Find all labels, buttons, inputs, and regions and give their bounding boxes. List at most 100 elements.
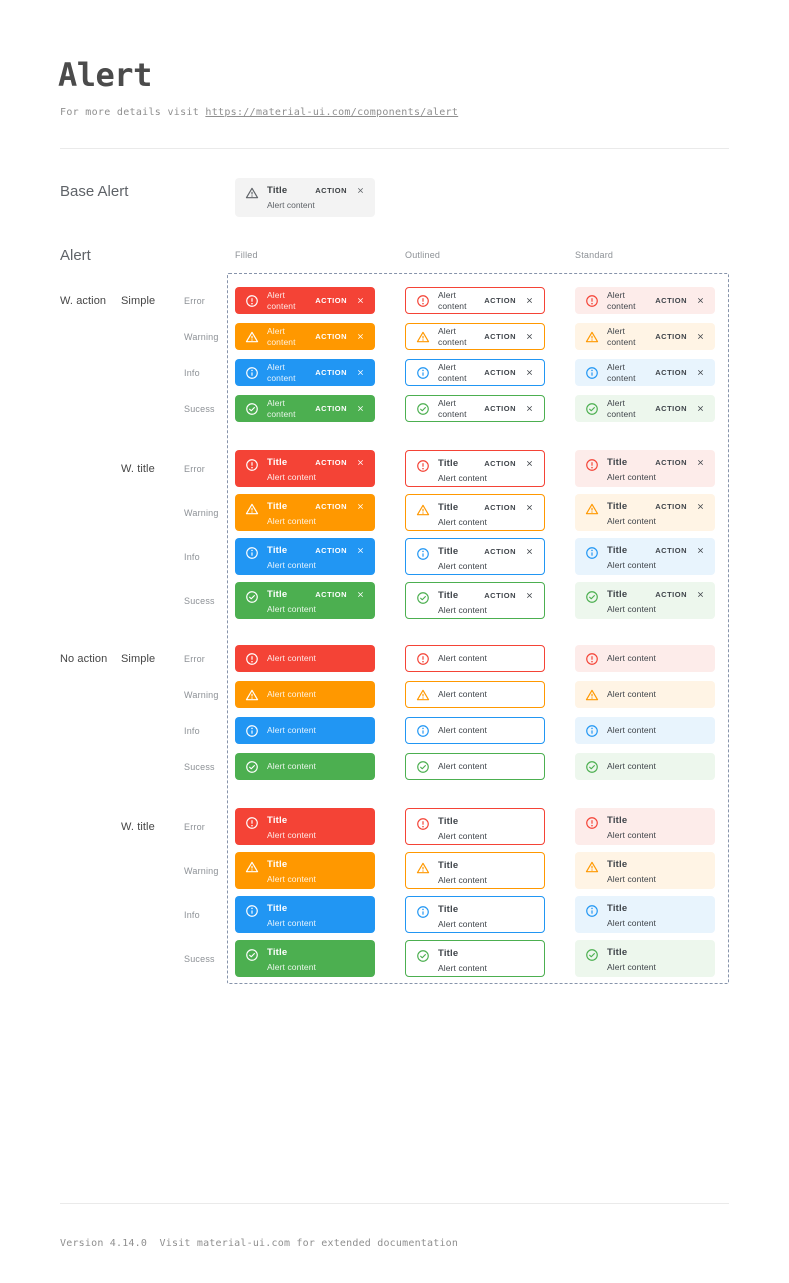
alert-filled-success: Title ACTION Alert content xyxy=(235,582,375,619)
action-button[interactable]: ACTION xyxy=(315,368,347,377)
close-icon[interactable] xyxy=(356,296,365,305)
warning-triangle-icon xyxy=(416,861,430,875)
close-icon[interactable] xyxy=(525,459,534,468)
close-icon[interactable] xyxy=(525,332,534,341)
close-icon[interactable] xyxy=(525,503,534,512)
alert-outlined-error: Alert content ACTION xyxy=(405,287,545,314)
variant-label-simple: Simple xyxy=(121,294,156,307)
action-button[interactable]: ACTION xyxy=(484,296,516,305)
close-icon[interactable] xyxy=(525,547,534,556)
action-button[interactable]: ACTION xyxy=(315,404,347,413)
alert-standard-error: Alert content ACTION xyxy=(575,287,715,314)
severity-label-warning: Warning xyxy=(184,507,219,518)
action-button[interactable]: ACTION xyxy=(484,503,516,513)
action-button[interactable]: ACTION xyxy=(655,404,687,413)
base-alert-section-label: Base Alert xyxy=(60,183,129,200)
action-button[interactable]: ACTION xyxy=(655,332,687,341)
alert-outlined-error: Title Alert content xyxy=(405,808,545,845)
close-icon[interactable] xyxy=(356,186,365,195)
severity-label-info: Info xyxy=(184,551,200,562)
alert-content: Alert content xyxy=(438,689,488,700)
alert-title: Title xyxy=(607,903,628,914)
action-button[interactable]: ACTION xyxy=(315,186,347,196)
close-icon[interactable] xyxy=(525,591,534,600)
alert-content: Alert content xyxy=(607,874,657,885)
action-button[interactable]: ACTION xyxy=(655,546,687,556)
action-button[interactable]: ACTION xyxy=(315,502,347,512)
alert-outlined-warning: Title Alert content xyxy=(405,852,545,889)
alert-title: Title xyxy=(438,502,459,513)
action-button[interactable]: ACTION xyxy=(655,296,687,305)
alert-content: Alert content xyxy=(607,472,657,483)
subtitle-text: For more details visit xyxy=(60,107,206,118)
error-outline-icon xyxy=(245,652,259,666)
close-icon[interactable] xyxy=(696,546,705,555)
action-button[interactable]: ACTION xyxy=(655,368,687,377)
severity-label-warning: Warning xyxy=(184,865,219,876)
error-outline-icon xyxy=(585,458,599,472)
alert-content: Alert content xyxy=(438,362,467,383)
group-label-w-action: W. action xyxy=(60,294,107,307)
alert-filled-warning: Title ACTION Alert content xyxy=(235,494,375,531)
close-icon[interactable] xyxy=(356,404,365,413)
close-icon[interactable] xyxy=(356,332,365,341)
alert-content: Alert content xyxy=(267,653,317,664)
close-icon[interactable] xyxy=(696,368,705,377)
action-button[interactable]: ACTION xyxy=(655,502,687,512)
close-icon[interactable] xyxy=(525,368,534,377)
alert-content: Alert content xyxy=(607,689,657,700)
action-button[interactable]: ACTION xyxy=(655,458,687,468)
action-button[interactable]: ACTION xyxy=(484,404,516,413)
action-button[interactable]: ACTION xyxy=(484,459,516,469)
action-button[interactable]: ACTION xyxy=(315,546,347,556)
check-circle-icon xyxy=(585,590,599,604)
action-button[interactable]: ACTION xyxy=(315,590,347,600)
close-icon[interactable] xyxy=(696,404,705,413)
alert-filled-warning: Title Alert content xyxy=(235,852,375,889)
close-icon[interactable] xyxy=(356,546,365,555)
docs-link[interactable]: https://material-ui.com/components/alert xyxy=(205,107,459,118)
alert-filled-error: Title ACTION Alert content xyxy=(235,450,375,487)
alert-content: Alert content xyxy=(607,830,657,841)
alert-title: Title xyxy=(438,458,459,469)
action-button[interactable]: ACTION xyxy=(315,332,347,341)
info-outline-icon xyxy=(416,366,430,380)
action-button[interactable]: ACTION xyxy=(315,458,347,468)
variant-label-simple: Simple xyxy=(121,652,156,665)
column-header-filled: Filled xyxy=(235,250,258,260)
severity-label-success: Sucess xyxy=(184,953,215,964)
alert-body: Title Alert content xyxy=(438,816,534,842)
close-icon[interactable] xyxy=(356,502,365,511)
alert-body: Title Alert content xyxy=(267,903,365,929)
close-icon[interactable] xyxy=(696,296,705,305)
close-icon[interactable] xyxy=(356,458,365,467)
close-icon[interactable] xyxy=(525,404,534,413)
close-icon[interactable] xyxy=(696,502,705,511)
close-icon[interactable] xyxy=(696,332,705,341)
error-outline-icon xyxy=(585,816,599,830)
close-icon[interactable] xyxy=(696,458,705,467)
alert-body: Title Alert content xyxy=(438,860,534,886)
action-button[interactable]: ACTION xyxy=(315,296,347,305)
close-icon[interactable] xyxy=(525,296,534,305)
alert-standard-info: Title Alert content xyxy=(575,896,715,933)
close-icon[interactable] xyxy=(356,590,365,599)
action-button[interactable]: ACTION xyxy=(484,368,516,377)
alert-content: Alert content xyxy=(267,200,315,211)
action-button[interactable]: ACTION xyxy=(484,332,516,341)
alert-content: Alert content xyxy=(267,604,317,615)
action-button[interactable]: ACTION xyxy=(655,590,687,600)
close-icon[interactable] xyxy=(356,368,365,377)
alert-content: Alert content xyxy=(438,919,488,930)
alert-standard-info: Title ACTION Alert content xyxy=(575,538,715,575)
alert-title: Title xyxy=(607,815,628,826)
severity-label-info: Info xyxy=(184,367,200,378)
alert-body: Title ACTION Alert content xyxy=(438,458,534,484)
close-icon[interactable] xyxy=(696,590,705,599)
group-label-no-action: No action xyxy=(60,652,108,665)
warning-triangle-icon xyxy=(585,502,599,516)
warning-triangle-icon xyxy=(245,860,259,874)
action-button[interactable]: ACTION xyxy=(484,547,516,557)
action-button[interactable]: ACTION xyxy=(484,591,516,601)
alert-standard-warning: Alert content xyxy=(575,681,715,708)
